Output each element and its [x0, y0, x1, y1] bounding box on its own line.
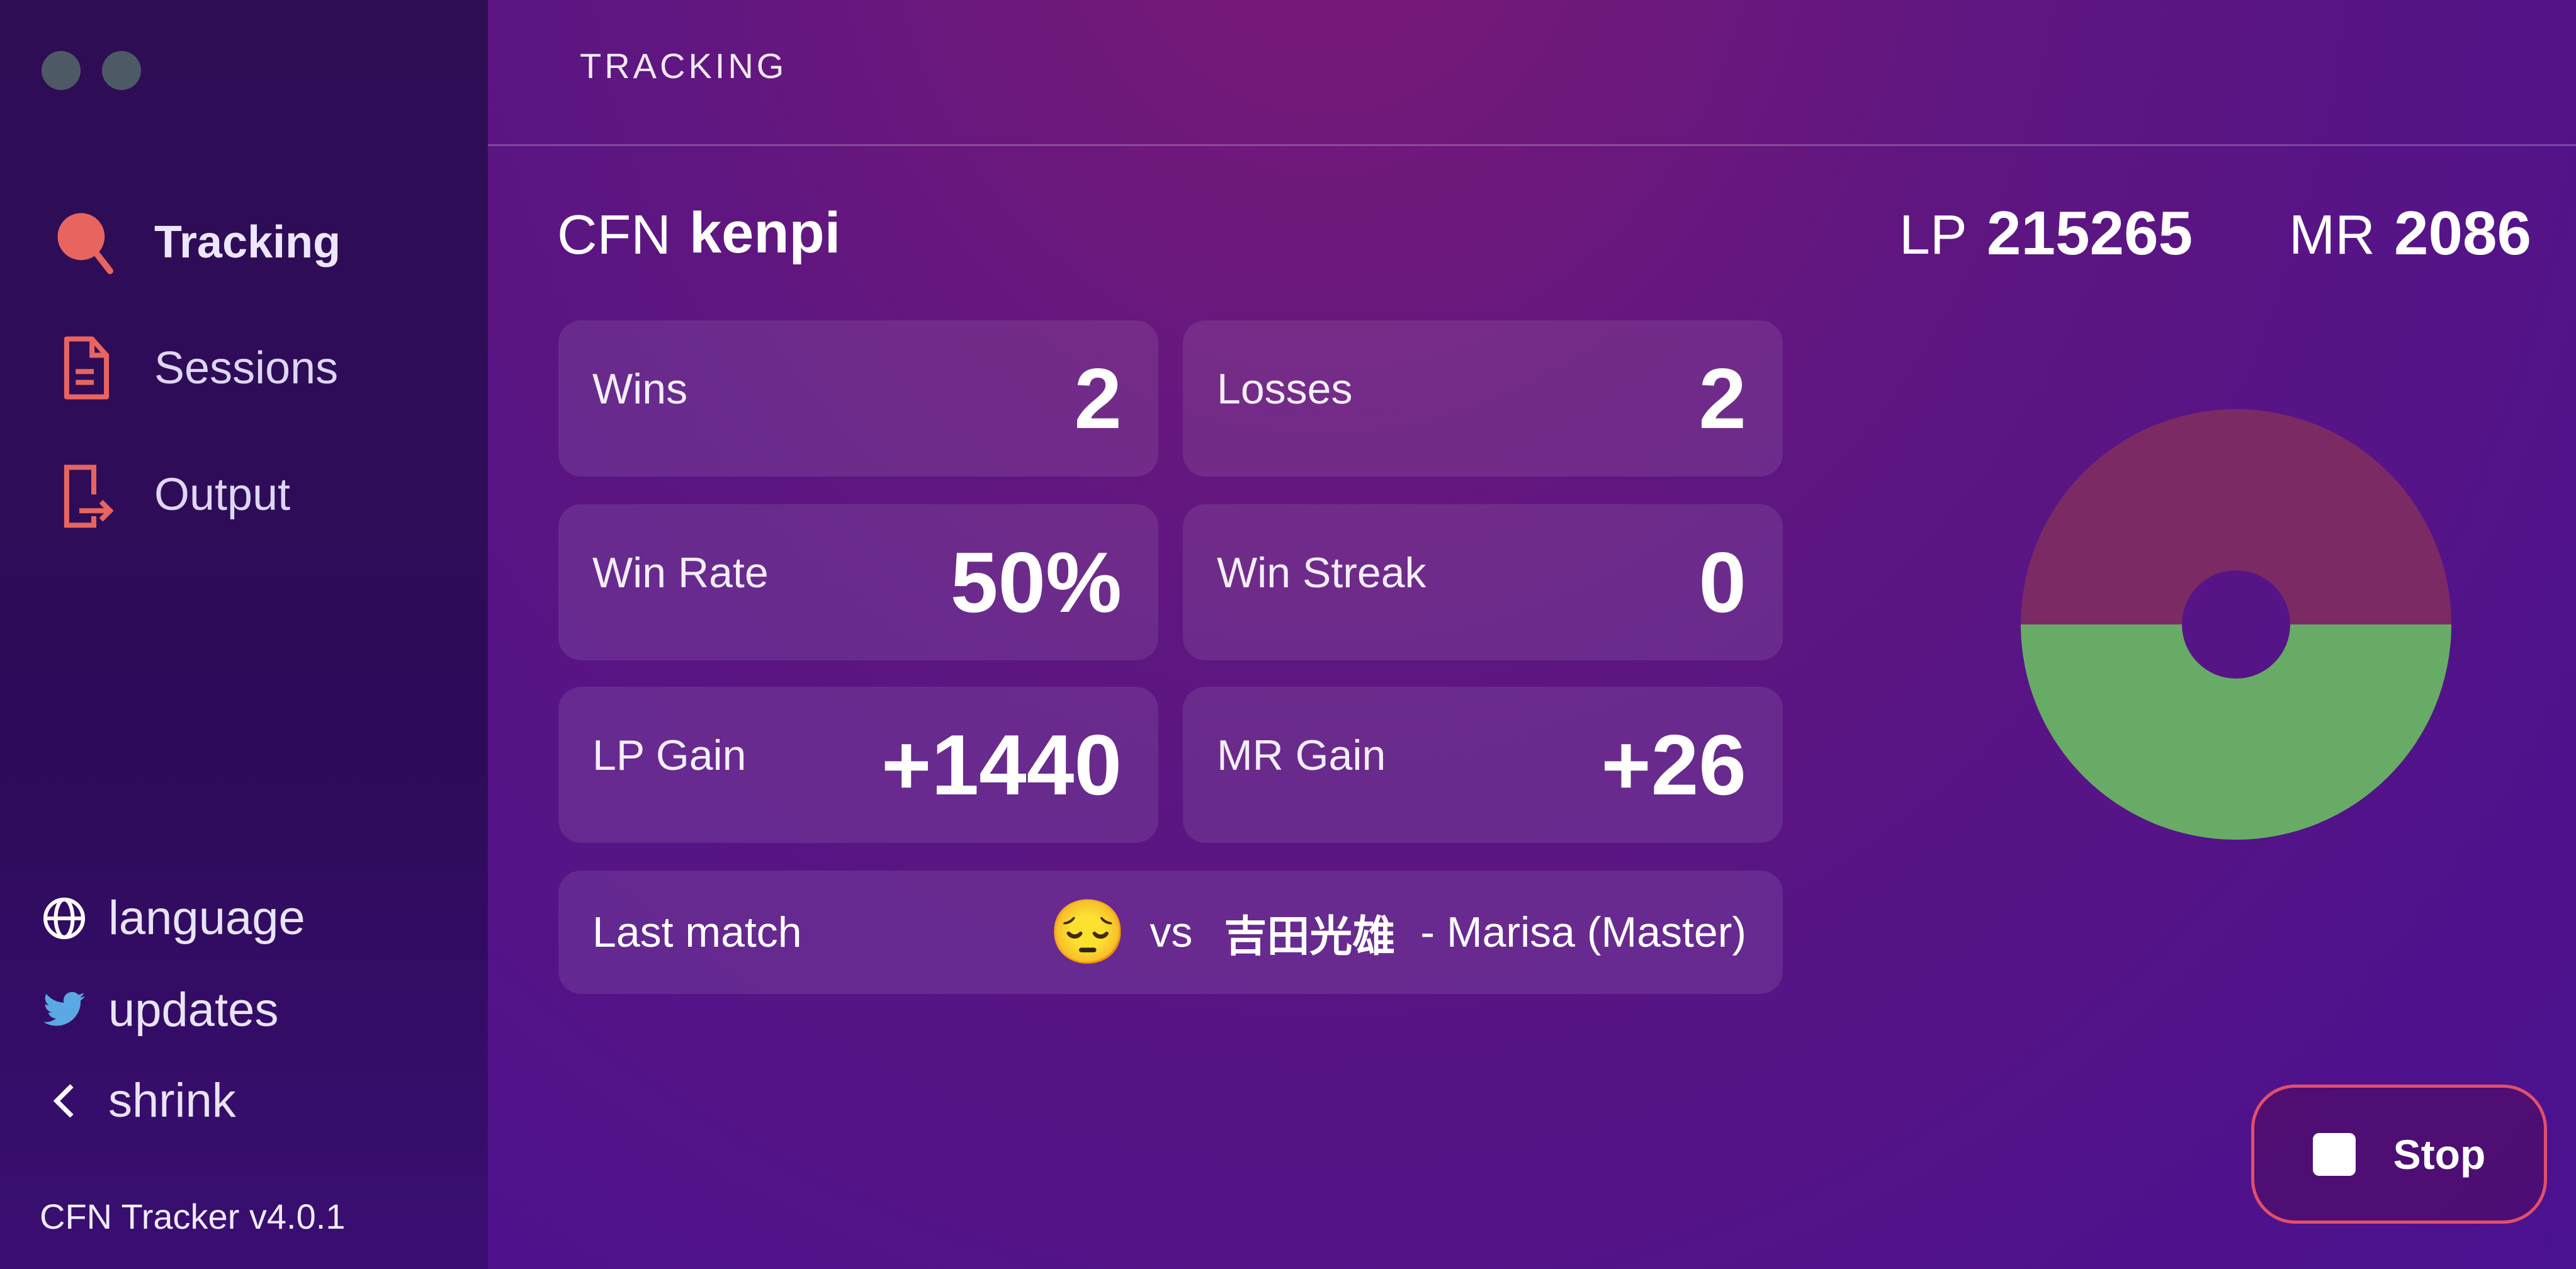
result-emoji-icon: 😔 — [1048, 896, 1127, 967]
win-rate-card: Win Rate 50% — [558, 504, 1158, 660]
export-icon — [64, 465, 114, 528]
stop-label: Stop — [2393, 1131, 2486, 1178]
updates-link[interactable]: updates — [39, 983, 278, 1037]
main-panel: TRACKING CFN kenpi LP 215265 MR 2086 Win… — [488, 0, 2576, 1269]
lp-label: LP — [1899, 203, 1967, 266]
language-label: language — [108, 891, 305, 945]
sidebar-item-label: Sessions — [154, 342, 339, 393]
wins-slice — [2021, 624, 2451, 840]
last-match-card: Last match 😔 vs 吉田光雄 - Marisa (Master) — [558, 871, 1783, 994]
wins-label: Wins — [592, 365, 688, 413]
win-loss-donut — [2021, 409, 2451, 840]
win-streak-value: 0 — [1698, 534, 1746, 630]
lp-gain-card: LP Gain +1440 — [558, 687, 1158, 843]
app-version: CFN Tracker v4.0.1 — [40, 1197, 346, 1236]
losses-slice — [2021, 409, 2451, 624]
mr-gain-value: +26 — [1601, 717, 1746, 813]
losses-card: Losses 2 — [1183, 320, 1783, 477]
win-rate-label: Win Rate — [592, 549, 769, 597]
wins-value: 2 — [1074, 351, 1122, 446]
stop-icon — [2312, 1132, 2356, 1176]
last-match-label: Last match — [592, 908, 802, 956]
language-link[interactable]: language — [39, 891, 305, 945]
wins-card: Wins 2 — [558, 320, 1158, 477]
globe-icon — [39, 893, 89, 944]
sidebar-item-label: Output — [154, 469, 291, 520]
chevron-left-icon — [39, 1076, 89, 1126]
mr-value: 2086 — [2394, 198, 2532, 268]
opponent-name: 吉田光雄 — [1224, 912, 1396, 961]
stop-button[interactable]: Stop — [2251, 1085, 2547, 1224]
shrink-label: shrink — [108, 1074, 236, 1127]
mr-gain-label: MR Gain — [1217, 731, 1386, 779]
lp-value: 215265 — [1987, 198, 2193, 268]
sidebar-item-label: Tracking — [154, 217, 341, 268]
sidebar: Tracking Sessions Output language update… — [0, 0, 488, 1269]
sidebar-item-output[interactable]: Output — [50, 458, 290, 531]
win-streak-card: Win Streak 0 — [1183, 504, 1783, 660]
header-divider — [488, 144, 2576, 146]
win-rate-value: 50% — [950, 534, 1122, 630]
sidebar-item-sessions[interactable]: Sessions — [50, 332, 338, 404]
sidebar-item-tracking[interactable]: Tracking — [50, 206, 341, 278]
mr-gain-card: MR Gain +26 — [1183, 687, 1783, 843]
lp-gain-value: +1440 — [881, 717, 1122, 813]
page-title: TRACKING — [580, 46, 788, 86]
cfn-name: kenpi — [689, 201, 841, 265]
lp-gain-label: LP Gain — [592, 731, 747, 779]
window-minimize-dot[interactable] — [102, 51, 141, 90]
twitter-icon — [39, 985, 89, 1035]
window-close-dot[interactable] — [42, 51, 81, 90]
document-icon — [64, 336, 110, 400]
losses-value: 2 — [1698, 351, 1746, 446]
vs-label: vs — [1150, 908, 1193, 956]
search-icon — [57, 213, 113, 274]
mr-label: MR — [2289, 203, 2375, 266]
win-streak-label: Win Streak — [1217, 549, 1426, 597]
cfn-label: CFN — [557, 203, 671, 266]
shrink-button[interactable]: shrink — [39, 1073, 236, 1128]
losses-label: Losses — [1217, 365, 1353, 413]
updates-label: updates — [108, 983, 279, 1037]
opponent-detail: - Marisa (Master) — [1420, 908, 1746, 956]
